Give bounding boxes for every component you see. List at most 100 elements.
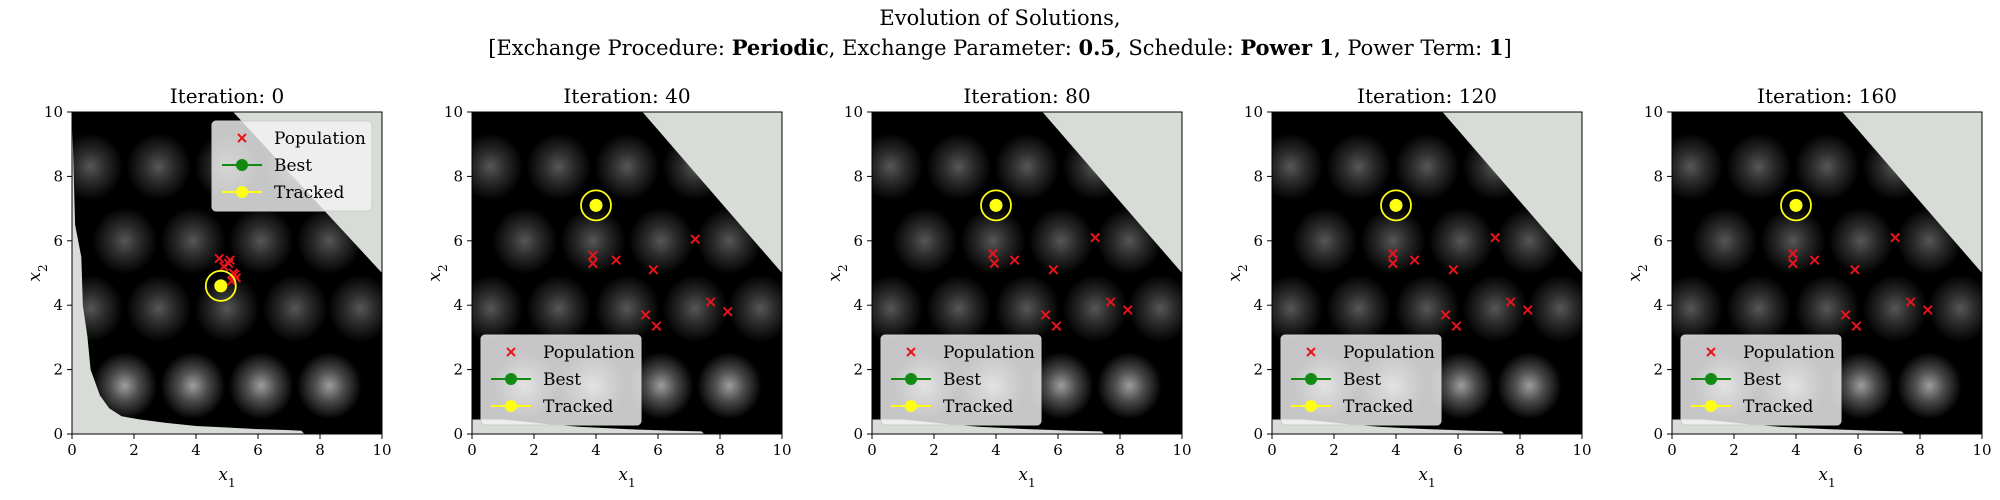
- legend: Population Best Tracked: [1280, 334, 1442, 426]
- landscape-peak: [92, 351, 158, 420]
- landscape-peak: [327, 274, 382, 343]
- landscape-peak: [926, 132, 992, 201]
- y-tick-label: 8: [453, 167, 463, 185]
- landscape-peak: [1794, 274, 1860, 343]
- axes-frame: [71, 111, 383, 435]
- subplot-3: 0 2 4 6 8 10 0 2 4 6 8 10 Iteration: 120 x1 x2 Populati…: [1225, 84, 1592, 490]
- landscape-peak: [727, 274, 782, 343]
- landscape-peak: [1828, 351, 1894, 420]
- population-point: [1851, 321, 1862, 332]
- tracked-point: [589, 198, 603, 212]
- x-tick-label: 6: [653, 441, 663, 459]
- y-tick-label: 2: [853, 361, 863, 379]
- y-tick-label: 6: [1253, 232, 1263, 250]
- population-point: [587, 250, 598, 261]
- x-axis-label: x1: [1018, 465, 1035, 490]
- legend-marker-tracked: [505, 400, 517, 412]
- landscape-peak: [1028, 206, 1094, 275]
- landscape-peak: [892, 206, 958, 275]
- landscape-peak: [72, 274, 124, 343]
- legend-label: Tracked: [274, 183, 344, 203]
- suptitle-part-0: [Exchange Procedure:: [488, 36, 732, 60]
- tracked-point: [1789, 198, 1803, 212]
- x-axis-label: x1: [1818, 465, 1835, 490]
- landscape-peak: [1127, 274, 1182, 343]
- landscape-peak: [1394, 132, 1460, 201]
- population-point: [1922, 305, 1933, 315]
- population-point: [1840, 309, 1851, 320]
- legend-box: [880, 334, 1042, 426]
- y-tick-label: 2: [453, 361, 463, 379]
- axes-frame: [1671, 111, 1983, 435]
- landscape-peak: [926, 274, 992, 343]
- population-point: [989, 258, 1000, 269]
- x-tick-label: 6: [253, 441, 263, 459]
- population-point: [611, 255, 622, 266]
- population-point: [1440, 309, 1451, 320]
- x-tick-label: 2: [129, 441, 139, 459]
- y-axis-label: x2: [1225, 264, 1250, 281]
- legend-label: Population: [274, 129, 366, 149]
- y-tick-label: 10: [444, 103, 463, 121]
- x-tick-label: 2: [1729, 441, 1739, 459]
- population-point: [1387, 258, 1398, 269]
- landscape-peak: [1896, 351, 1962, 420]
- y-tick-label: 8: [853, 167, 863, 185]
- x-tick-label: 0: [867, 441, 877, 459]
- landscape-peak: [872, 274, 924, 343]
- landscape-peak: [628, 351, 694, 420]
- landscape-peak: [92, 206, 158, 275]
- subplot-title: Iteration: 80: [963, 84, 1090, 108]
- x-tick-label: 4: [1391, 441, 1401, 459]
- infeasible-region-upper: [1842, 112, 1982, 273]
- y-tick-label: 10: [844, 103, 863, 121]
- y-tick-label: 4: [1653, 296, 1663, 314]
- plot-area: [72, 112, 382, 434]
- y-tick-label: 8: [53, 167, 63, 185]
- y-tick-label: 4: [1253, 296, 1263, 314]
- landscape-peak: [1927, 274, 1982, 343]
- population-point: [228, 268, 239, 278]
- y-tick-label: 10: [1644, 103, 1663, 121]
- subplot-0: 0 2 4 6 8 10 0 2 4 6 8 10 Iteration: 0 x1 x2 Population…: [25, 84, 392, 490]
- subplot-title: Iteration: 0: [170, 84, 284, 108]
- legend-label: Population: [943, 343, 1035, 363]
- axes-frame: [1271, 111, 1583, 435]
- x-tick-label: 8: [715, 441, 725, 459]
- landscape-peak: [1672, 132, 1724, 201]
- legend-marker-best: [505, 373, 517, 385]
- legend-marker-tracked: [236, 186, 248, 198]
- x-tick-label: 2: [1329, 441, 1339, 459]
- legend-marker-best: [905, 373, 917, 385]
- landscape-peak: [994, 274, 1060, 343]
- y-tick-label: 2: [1253, 361, 1263, 379]
- legend-label: Population: [543, 343, 635, 363]
- suptitle-part-8: ]: [1503, 36, 1512, 60]
- population-point: [1387, 248, 1398, 259]
- landscape-peak: [1272, 274, 1324, 343]
- population-point: [1009, 255, 1020, 266]
- legend-label: Tracked: [1343, 397, 1413, 417]
- legend-label: Population: [1343, 343, 1435, 363]
- y-tick-label: 6: [453, 232, 463, 250]
- suptitle-part-6: , Power Term:: [1334, 36, 1489, 60]
- x-tick-label: 2: [929, 441, 939, 459]
- subplot-title: Iteration: 120: [1357, 84, 1497, 108]
- population-point: [1905, 297, 1916, 307]
- x-tick-label: 8: [1915, 441, 1925, 459]
- tracked-point: [1389, 198, 1403, 212]
- population-point: [587, 258, 598, 269]
- landscape-peak: [526, 274, 592, 343]
- landscape-peak: [696, 351, 762, 420]
- x-tick-label: 0: [1667, 441, 1677, 459]
- landscape-peak: [1462, 274, 1528, 343]
- y-axis-label: x2: [825, 264, 850, 281]
- landscape-peak: [1726, 274, 1792, 343]
- legend: Population Best Tracked: [880, 334, 1042, 426]
- landscape-peak: [1326, 132, 1392, 201]
- landscape-peak: [160, 351, 226, 420]
- x-tick-label: 8: [1115, 441, 1125, 459]
- population-point: [1451, 321, 1462, 332]
- y-tick-label: 4: [53, 296, 63, 314]
